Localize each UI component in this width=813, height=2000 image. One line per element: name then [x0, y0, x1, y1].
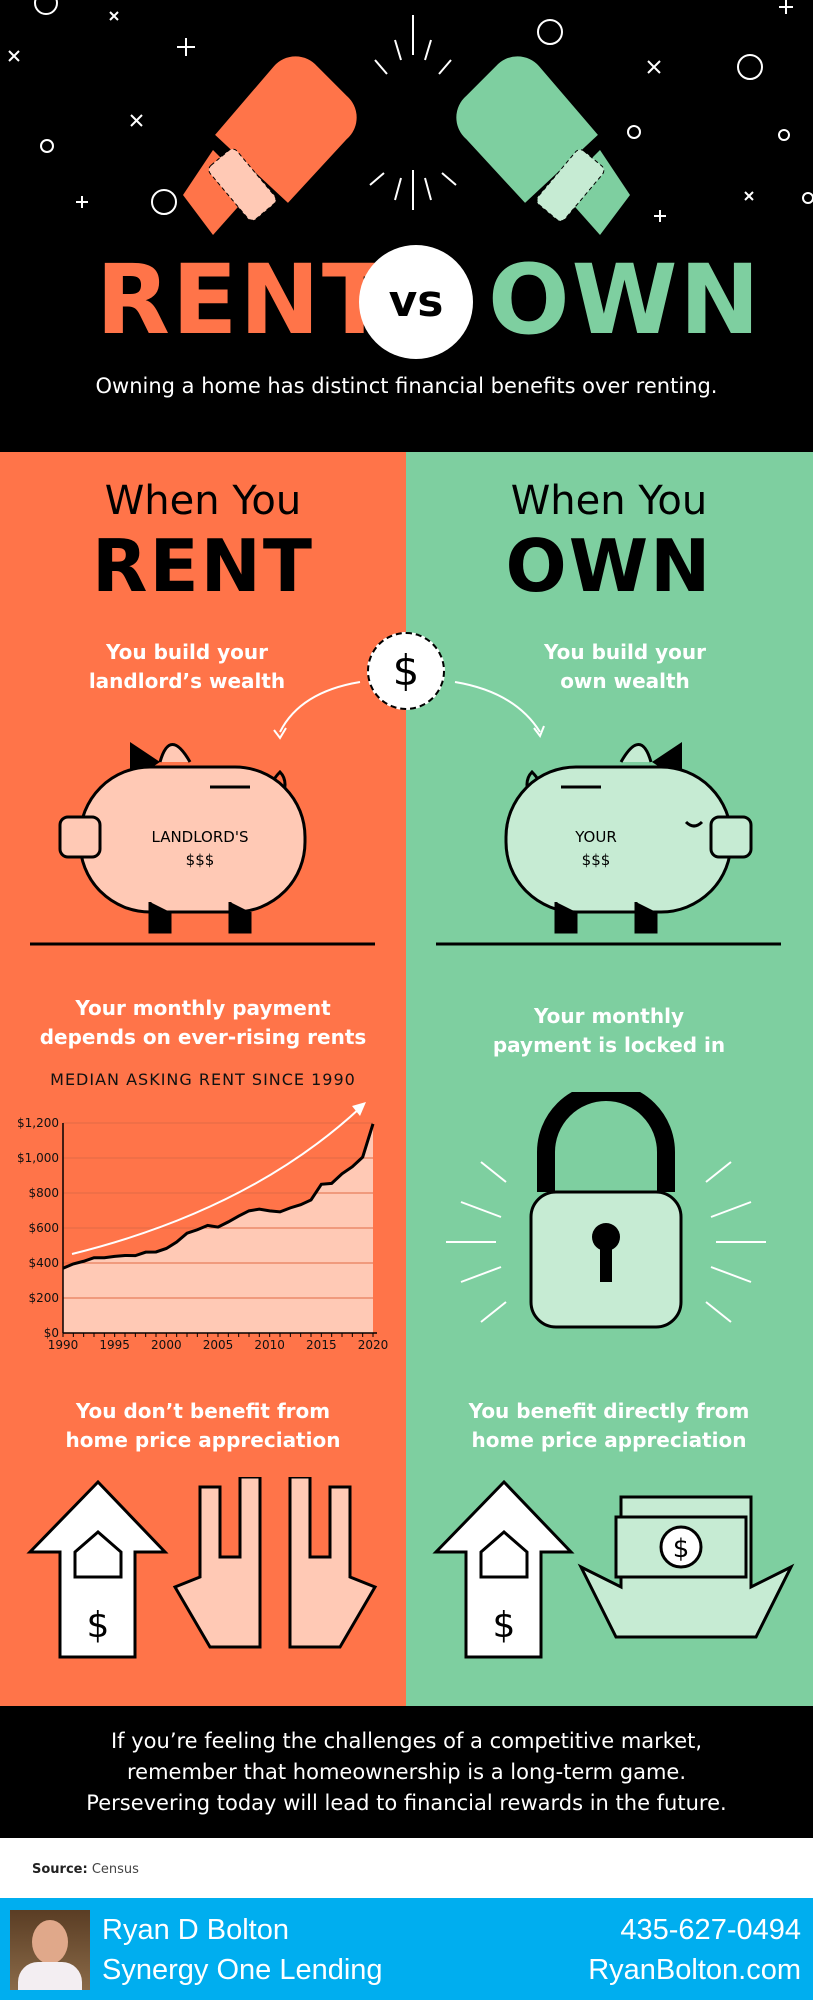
x-tick-label: 1990	[48, 1338, 79, 1352]
rent-payment-line2: depends on ever-rising rents	[39, 1025, 367, 1049]
boxing-glove-right-icon	[453, 53, 630, 235]
own-appreciation-line1: You benefit directly from	[468, 1399, 750, 1423]
y-tick-label: $800	[28, 1186, 59, 1200]
rent-appreciation-line1: You don’t benefit from	[75, 1399, 331, 1423]
rent-wealth-line2: landlord’s wealth	[88, 669, 286, 693]
source-note: Source: Census	[0, 1838, 813, 1898]
subtitle: Owning a home has distinct financial ben…	[95, 374, 718, 398]
vs-badge: vs	[359, 245, 473, 359]
dollar-coin-icon: $	[367, 632, 445, 710]
piggy-label-1: YOUR	[574, 828, 617, 846]
own-heading: OWN	[505, 524, 713, 608]
rent-column: When You RENT You build your landlord’s …	[0, 452, 406, 1706]
own-payment-line1: Your monthly	[534, 1004, 684, 1028]
piggy-label-1: LANDLORD'S	[152, 828, 249, 846]
arrows-icon	[273, 681, 545, 740]
own-appreciation-line2: home price appreciation	[471, 1428, 747, 1452]
rent-appreciation-line2: home price appreciation	[65, 1428, 341, 1452]
trend-arrow	[71, 1107, 361, 1255]
rent-when-heading: When You	[104, 478, 302, 524]
closing-line: remember that homeownership is a long-te…	[126, 1760, 686, 1784]
svg-text:$: $	[87, 1605, 110, 1646]
rent-wealth-line1: You build your	[105, 640, 268, 664]
x-tick-label: 1995	[99, 1338, 130, 1352]
y-tick-label: $1,000	[17, 1151, 59, 1165]
padlock-icon	[446, 1092, 766, 1329]
agent-photo	[10, 1910, 90, 1990]
chart-title: MEDIAN ASKING RENT SINCE 1990	[50, 1070, 356, 1089]
company-name: Synergy One Lending	[102, 1954, 383, 1986]
closing-line: If you’re feeling the challenges of a co…	[110, 1729, 703, 1753]
y-tick-label: $600	[28, 1221, 59, 1235]
own-piggy-bank-icon: YOUR $$$	[436, 742, 781, 946]
own-wealth-line2: own wealth	[560, 669, 690, 693]
y-tick-label: $400	[28, 1256, 59, 1270]
own-payment-line2: payment is locked in	[492, 1033, 726, 1057]
x-tick-label: 2020	[358, 1338, 389, 1352]
own-when-heading: When You	[510, 478, 708, 524]
rent-heading: RENT	[92, 524, 314, 608]
closing-message: If you’re feeling the challenges of a co…	[0, 1706, 813, 1838]
y-tick-label: $1,200	[17, 1116, 59, 1130]
footer: Ryan D Bolton Synergy One Lending 435-62…	[0, 1898, 813, 2000]
y-tick-label: $200	[28, 1291, 59, 1305]
x-tick-label: 2015	[306, 1338, 337, 1352]
rent-payment-line1: Your monthly payment	[75, 996, 331, 1020]
x-tick-label: 2000	[151, 1338, 182, 1352]
closing-line: Persevering today will lead to financial…	[86, 1791, 727, 1815]
piggy-label-2: $$$	[582, 851, 611, 869]
boxing-glove-left-icon	[183, 53, 360, 235]
phone-number[interactable]: 435-627-0494	[620, 1914, 801, 1946]
svg-text:$: $	[493, 1605, 516, 1646]
landlord-piggy-bank-icon: LANDLORD'S $$$	[30, 742, 375, 946]
decorative-stars-icon	[8, 0, 813, 235]
house-arrow-and-hands-with-cash-icon: $ $	[432, 1479, 795, 1659]
own-wealth-line1: You build your	[543, 640, 706, 664]
title-rent: RENT	[96, 244, 390, 356]
agent-name: Ryan D Bolton	[102, 1914, 289, 1946]
own-column: When You OWN You build your own wealth Y…	[406, 452, 813, 1706]
website-link[interactable]: RyanBolton.com	[588, 1954, 801, 1986]
svg-text:$: $	[673, 1534, 690, 1564]
title-own: OWN	[488, 244, 762, 356]
y-tick-label: $0	[44, 1326, 59, 1340]
rent-chart: $0 $200 $400 $600 $800 $1,000 $1,200 1990 1995 20…	[17, 1102, 389, 1352]
x-tick-label: 2005	[203, 1338, 234, 1352]
piggy-label-2: $$$	[186, 851, 215, 869]
chart-line	[62, 1123, 375, 1270]
trend-arrow-head	[352, 1102, 366, 1116]
source-value: Census	[91, 1862, 139, 1877]
house-arrow-and-empty-hands-icon: $	[26, 1477, 378, 1659]
header: RENT vs OWN Owning a home has distinct f…	[0, 0, 813, 452]
x-tick-label: 2010	[254, 1338, 285, 1352]
source-label: Source:	[32, 1862, 88, 1877]
